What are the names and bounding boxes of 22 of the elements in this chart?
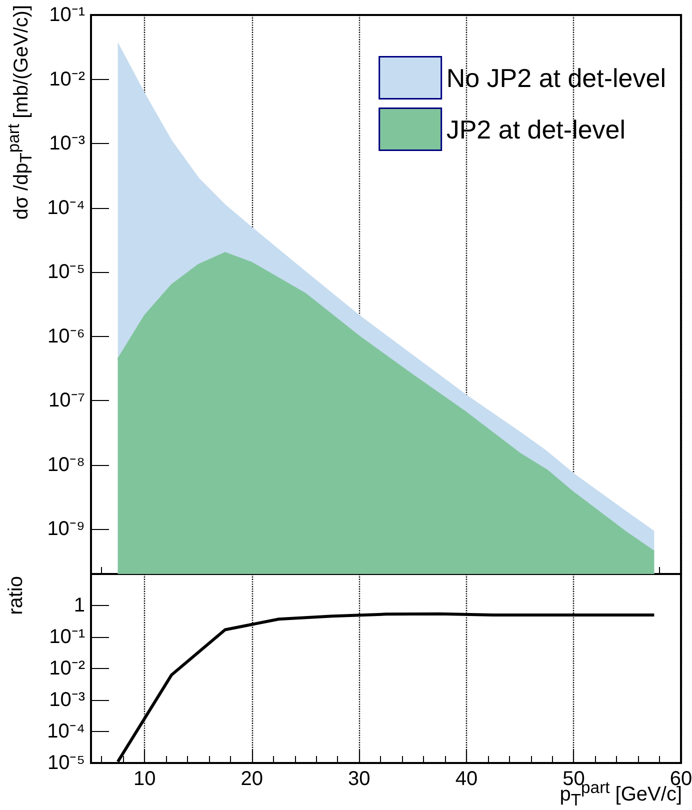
y-tick-label: 10⁻³ xyxy=(49,689,86,711)
y-tick-label: 10⁻⁴ xyxy=(47,720,85,742)
y-tick-label: 10⁻¹ xyxy=(49,626,86,648)
y-tick-label: 10⁻¹ xyxy=(49,4,86,26)
y-tick-label: 10⁻⁵ xyxy=(47,752,85,774)
y-tick-label: 10⁻² xyxy=(49,68,86,90)
x-tick-label: 30 xyxy=(348,768,370,790)
x-tick-label: 20 xyxy=(240,768,264,790)
legend-label: No JP2 at det-level xyxy=(446,62,666,93)
y-tick-label: 10⁻⁵ xyxy=(47,261,85,284)
y-tick-label: 1 xyxy=(74,594,85,616)
y-axis-title: ratio xyxy=(5,576,27,615)
y-tick-label: 10⁻⁸ xyxy=(47,454,85,476)
legend-label: JP2 at det-level xyxy=(446,114,626,144)
y-tick-label: 10⁻³ xyxy=(49,132,86,155)
y-tick-label: 10⁻⁴ xyxy=(47,196,85,219)
x-tick-label: 40 xyxy=(455,768,478,790)
y-tick-label: 10⁻⁷ xyxy=(48,390,85,412)
y-tick-label: 10⁻² xyxy=(49,658,86,680)
y-tick-label: 10⁻⁶ xyxy=(48,325,85,348)
x-tick-label: 10 xyxy=(134,768,156,790)
y-tick-label: 10⁻⁹ xyxy=(47,518,85,540)
